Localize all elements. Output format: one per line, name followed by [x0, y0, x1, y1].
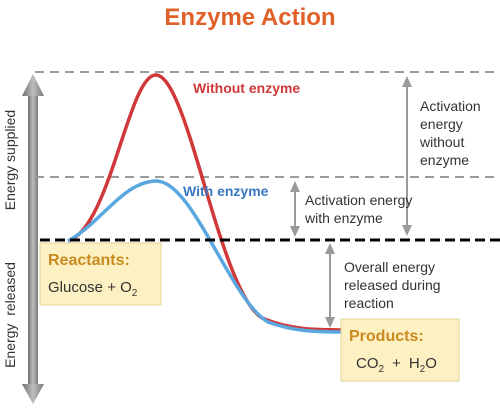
energy-released-label: Energy released: [2, 262, 18, 368]
with-enzyme-label: With enzyme: [183, 183, 269, 199]
products-box: Products: CO2 + H2O: [340, 318, 460, 382]
products-heading: Products:: [349, 328, 424, 345]
arrow-up-head: [22, 74, 44, 96]
overall-energy-arrow: [325, 243, 335, 328]
diagram-title: Enzyme Action: [164, 4, 336, 31]
arrow-up-shaft: [28, 96, 38, 241]
products-formula: CO2 + H2O: [356, 355, 437, 375]
arrow-down-head: [22, 384, 44, 404]
curve-with-enzyme: [67, 179, 351, 334]
activation-without-text: Activation energy without enzyme: [419, 98, 485, 168]
reactants-formula: Glucose + O2: [48, 279, 138, 299]
reactants-box: Reactants: Glucose + O2: [39, 242, 162, 306]
without-enzyme-label: Without enzyme: [193, 80, 300, 96]
activation-with-text: Activation energy with enzyme: [304, 192, 416, 226]
reactants-heading: Reactants:: [48, 252, 130, 269]
energy-supplied-label: Energy supplied: [2, 110, 18, 210]
activation-with-arrow: [290, 181, 300, 237]
energy-axis-arrow: [22, 74, 44, 404]
overall-energy-text: Overall energy released during reaction: [344, 259, 444, 311]
activation-without-arrow: [402, 76, 412, 236]
arrow-down-shaft: [28, 241, 38, 388]
